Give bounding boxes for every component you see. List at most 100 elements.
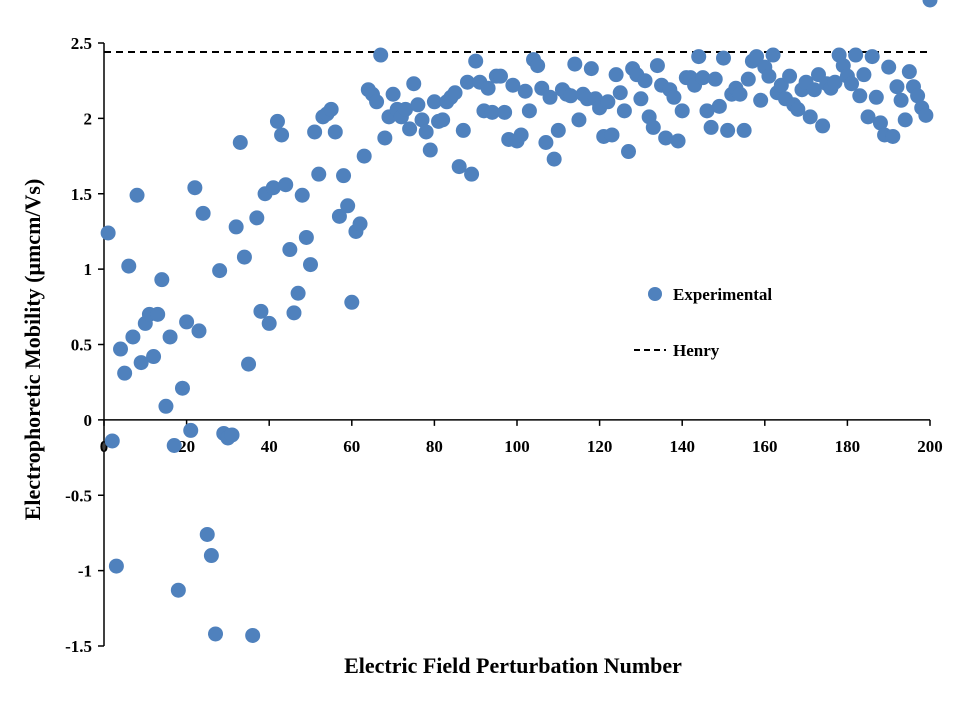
data-point <box>703 119 719 135</box>
data-point <box>901 64 917 80</box>
data-point <box>199 526 215 542</box>
data-point <box>212 263 228 279</box>
data-point <box>563 88 579 104</box>
data-point <box>410 97 426 113</box>
data-point <box>616 103 632 119</box>
data-point <box>765 47 781 63</box>
y-tick-label: -1 <box>78 562 92 581</box>
data-point <box>658 130 674 146</box>
data-point <box>806 82 822 98</box>
data-point <box>307 124 323 140</box>
data-point <box>323 101 339 117</box>
data-point <box>480 80 496 96</box>
data-point <box>245 627 261 643</box>
data-point <box>426 94 442 110</box>
data-point <box>856 67 872 83</box>
data-point <box>195 205 211 221</box>
data-point <box>571 112 587 128</box>
data-point <box>868 89 884 105</box>
data-point <box>133 355 149 371</box>
data-point <box>802 109 818 125</box>
legend-label-experimental: Experimental <box>673 285 772 304</box>
x-tick-label: 180 <box>835 437 861 456</box>
data-point <box>208 626 224 642</box>
data-point <box>815 118 831 134</box>
data-point <box>406 76 422 92</box>
data-point <box>740 71 756 87</box>
data-point <box>278 177 294 193</box>
data-point <box>265 180 281 196</box>
x-tick-label: 120 <box>587 437 613 456</box>
data-point <box>881 59 897 75</box>
x-tick-label: 60 <box>343 437 360 456</box>
data-point <box>790 101 806 117</box>
data-point <box>860 109 876 125</box>
data-point <box>422 142 438 158</box>
data-point <box>253 303 269 319</box>
data-point <box>864 49 880 65</box>
data-point <box>232 134 248 150</box>
legend-label-henry: Henry <box>673 341 720 360</box>
data-point <box>612 85 628 101</box>
data-point <box>274 127 290 143</box>
data-point <box>414 112 430 128</box>
data-point <box>162 329 178 345</box>
x-tick-label: 200 <box>917 437 943 456</box>
data-point <box>191 323 207 339</box>
data-point <box>113 341 129 357</box>
data-point <box>761 68 777 84</box>
data-point <box>369 94 385 110</box>
data-point <box>604 127 620 143</box>
data-point <box>418 124 434 140</box>
data-point <box>649 58 665 74</box>
data-point <box>497 104 513 120</box>
data-point <box>352 216 368 232</box>
data-point <box>670 133 686 149</box>
y-tick-label: 1 <box>84 260 93 279</box>
data-point <box>298 229 314 245</box>
data-point <box>897 112 913 128</box>
y-axis-title: Electrophoretic Mobility (μmcm/Vs) <box>20 179 45 521</box>
data-point <box>187 180 203 196</box>
data-point <box>327 124 343 140</box>
y-tick-label: -0.5 <box>65 486 92 505</box>
data-point <box>100 225 116 241</box>
data-point <box>546 151 562 167</box>
data-point <box>286 305 302 321</box>
data-point <box>170 582 186 598</box>
data-point <box>241 356 257 372</box>
x-tick-label: 40 <box>261 437 278 456</box>
data-point <box>158 398 174 414</box>
legend-marker-experimental <box>648 287 662 301</box>
data-point <box>695 70 711 86</box>
data-point <box>294 187 310 203</box>
data-point <box>753 92 769 108</box>
data-point <box>356 148 372 164</box>
data-point <box>852 88 868 104</box>
data-point <box>720 122 736 138</box>
data-point <box>827 74 843 90</box>
data-point <box>125 329 141 345</box>
data-point <box>459 74 475 90</box>
data-point <box>517 83 533 99</box>
data-point <box>290 285 306 301</box>
data-point <box>336 168 352 184</box>
data-point <box>377 130 393 146</box>
data-point <box>249 210 265 226</box>
y-tick-label: 0 <box>84 411 93 430</box>
data-point <box>736 122 752 138</box>
data-point <box>513 127 529 143</box>
legend: Experimental Henry <box>634 285 772 360</box>
ticks-group: -1.5 -1 -0.5 0 0.5 1 1.5 2 2.5 0 20 40 60 80 100 120 140… <box>65 34 943 656</box>
data-point <box>269 113 285 129</box>
x-tick-label: 100 <box>504 437 530 456</box>
data-point <box>674 103 690 119</box>
data-point <box>711 98 727 114</box>
data-point <box>121 258 137 274</box>
data-point <box>666 89 682 105</box>
data-point <box>468 53 484 69</box>
y-tick-label: 0.5 <box>71 336 92 355</box>
data-point <box>732 86 748 102</box>
data-point <box>749 49 765 65</box>
